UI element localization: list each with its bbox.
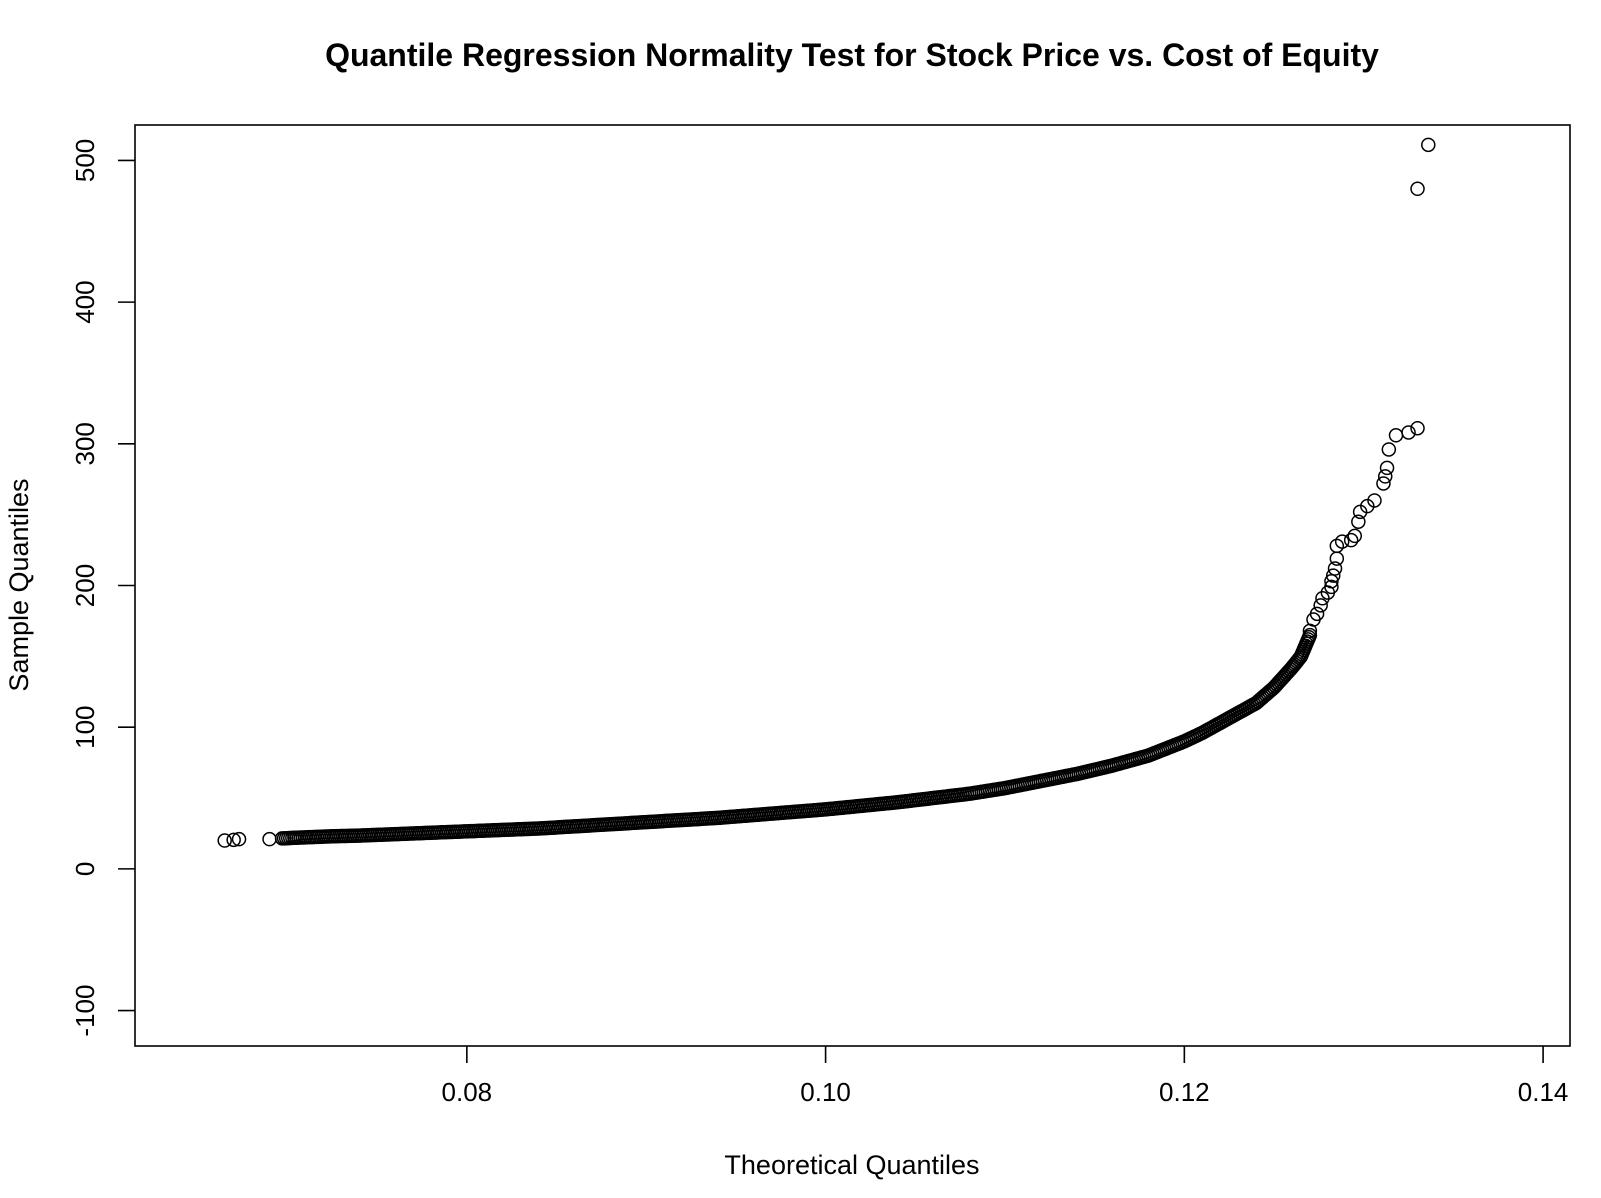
- x-tick-label: 0.10: [800, 1077, 851, 1107]
- x-tick-label: 0.14: [1518, 1077, 1569, 1107]
- data-point: [1313, 598, 1328, 613]
- data-point: [262, 831, 277, 847]
- data-points: [217, 137, 1436, 848]
- data-point: [1379, 460, 1395, 476]
- y-axis: -100 0 100 200 300 400 500: [70, 139, 135, 1037]
- data-point: [1325, 568, 1341, 583]
- chart-title: Quantile Regression Normality Test for S…: [325, 37, 1379, 73]
- data-point: [1381, 442, 1397, 457]
- y-axis-label: Sample Quantiles: [4, 478, 34, 691]
- data-point: [1410, 181, 1425, 197]
- y-tick-label: -100: [70, 985, 100, 1037]
- data-point: [226, 832, 241, 848]
- x-axis: 0.08 0.10 0.12 0.14: [442, 1046, 1569, 1107]
- y-tick-label: 200: [70, 564, 100, 607]
- data-point: [1343, 532, 1359, 548]
- data-point: [1329, 551, 1345, 566]
- data-point: [1351, 514, 1366, 529]
- data-point: [1334, 534, 1350, 549]
- data-point: [1377, 469, 1393, 484]
- data-point: [1421, 137, 1436, 153]
- y-tick-label: 100: [70, 705, 100, 748]
- data-point: [1315, 591, 1330, 606]
- x-tick-label: 0.08: [442, 1077, 493, 1107]
- data-point: [1347, 528, 1362, 544]
- data-point: [1302, 627, 1318, 643]
- data-point: [1401, 425, 1416, 440]
- y-tick-label: 300: [70, 422, 100, 465]
- data-point: [1367, 493, 1382, 508]
- data-point: [1388, 428, 1404, 443]
- data-point: [1309, 606, 1325, 622]
- data-point: [1324, 579, 1339, 595]
- y-tick-label: 500: [70, 139, 100, 182]
- data-point: [1376, 476, 1391, 491]
- data-point: [1410, 420, 1425, 436]
- plot-frame: [134, 124, 1571, 1047]
- data-point: [217, 833, 232, 848]
- y-tick-label: 0: [70, 862, 100, 876]
- x-axis-label: Theoretical Quantiles: [724, 1150, 979, 1180]
- data-point: [231, 831, 247, 847]
- y-tick-label: 400: [70, 280, 100, 323]
- data-point: [1327, 561, 1343, 576]
- x-tick-label: 0.12: [1159, 1077, 1210, 1107]
